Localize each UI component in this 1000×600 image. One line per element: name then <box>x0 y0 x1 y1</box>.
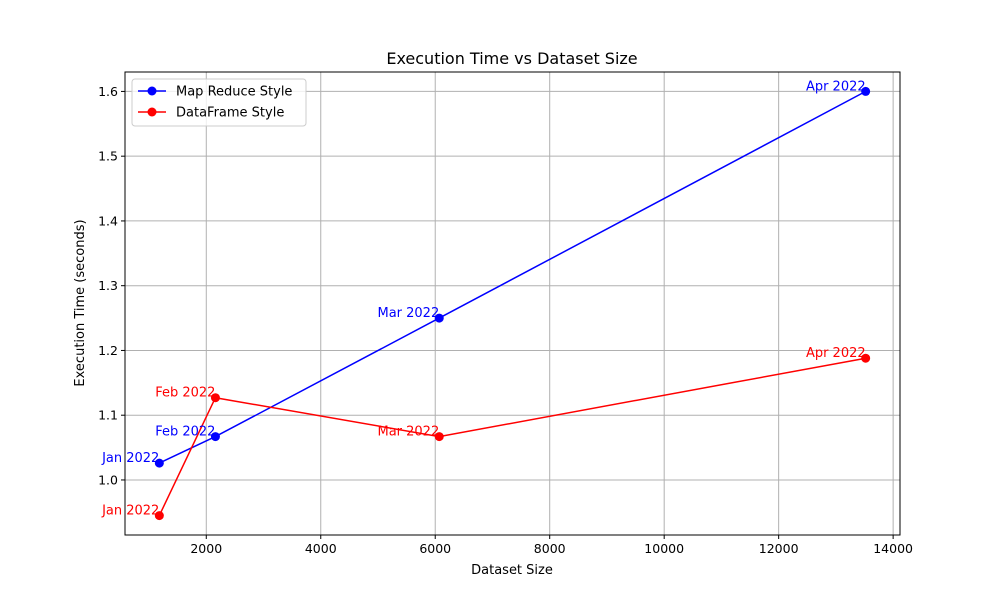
point-label: Feb 2022 <box>155 386 215 401</box>
chart-title: Execution Time vs Dataset Size <box>386 49 637 68</box>
grid <box>125 72 900 535</box>
y-axis-label: Execution Time (seconds) <box>73 219 88 386</box>
data-point <box>154 458 164 468</box>
point-label: Mar 2022 <box>377 425 439 440</box>
x-tick-label: 14000 <box>873 541 913 556</box>
y-tick-label: 1.3 <box>98 278 118 293</box>
data-point <box>434 432 444 442</box>
point-label: Jan 2022 <box>101 504 159 519</box>
plot-series <box>154 86 871 521</box>
y-tick-label: 1.5 <box>98 149 118 164</box>
data-point <box>154 511 164 521</box>
x-tick-label: 2000 <box>190 541 222 556</box>
point-labels: Jan 2022 Feb 2022 Mar 2022 Apr 2022 Jan 2022… <box>101 79 866 518</box>
x-tick-label: 6000 <box>419 541 451 556</box>
data-point <box>861 86 871 96</box>
series-line-1 <box>158 357 866 516</box>
data-point <box>210 432 220 442</box>
series-line-0 <box>158 90 867 464</box>
legend: Map Reduce Style DataFrame Style <box>131 78 307 127</box>
point-label: Apr 2022 <box>806 346 866 361</box>
point-label: Apr 2022 <box>806 79 866 94</box>
legend-box <box>131 78 307 127</box>
y-tick-label: 1.6 <box>98 84 118 99</box>
x-tick-label: 4000 <box>305 541 337 556</box>
legend-label-map-reduce: Map Reduce Style <box>176 85 292 100</box>
x-tick-label: 10000 <box>644 541 684 556</box>
data-point <box>861 353 871 363</box>
point-label: Jan 2022 <box>101 451 159 466</box>
y-tick-label: 1.2 <box>98 343 118 358</box>
data-point <box>434 313 444 323</box>
legend-label-dataframe: DataFrame Style <box>176 106 284 121</box>
x-tick-label: 8000 <box>534 541 566 556</box>
data-point <box>210 393 220 403</box>
legend-marker-dataframe <box>147 107 157 117</box>
y-tick-label: 1.4 <box>98 213 118 228</box>
point-label: Feb 2022 <box>155 425 215 440</box>
y-tick-label: 1.0 <box>98 472 118 487</box>
plot-frame <box>124 71 901 536</box>
x-tick-label: 12000 <box>759 541 799 556</box>
y-tick-label: 1.1 <box>98 408 118 423</box>
point-label: Mar 2022 <box>377 306 439 321</box>
x-axis-label: Dataset Size <box>471 563 553 578</box>
axis-ticks: 2000 4000 6000 8000 10000 12000 14000 1.0 1.1 1.2… <box>98 84 913 556</box>
legend-marker-map-reduce <box>147 86 157 96</box>
